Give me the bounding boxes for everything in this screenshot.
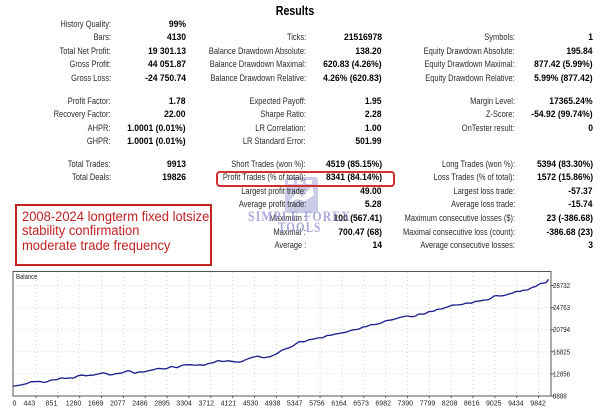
svg-text:28732: 28732	[553, 283, 570, 290]
svg-text:5756: 5756	[309, 401, 325, 408]
svg-text:443: 443	[23, 401, 35, 408]
svg-text:6164: 6164	[331, 401, 347, 408]
svg-text:12856: 12856	[553, 371, 570, 378]
svg-text:1669: 1669	[88, 401, 104, 408]
svg-text:2486: 2486	[132, 401, 148, 408]
svg-text:4530: 4530	[243, 401, 259, 408]
svg-text:8888: 8888	[553, 393, 567, 400]
svg-text:Balance: Balance	[16, 274, 38, 282]
svg-text:7390: 7390	[398, 401, 414, 408]
svg-text:8616: 8616	[464, 401, 480, 408]
svg-text:16825: 16825	[553, 349, 570, 356]
svg-text:4938: 4938	[265, 401, 281, 408]
svg-text:0: 0	[13, 401, 17, 408]
svg-text:9434: 9434	[508, 401, 524, 408]
svg-text:851: 851	[46, 401, 58, 408]
svg-text:6982: 6982	[375, 401, 391, 408]
svg-text:3304: 3304	[176, 401, 192, 408]
svg-text:9842: 9842	[530, 401, 546, 408]
svg-text:9025: 9025	[486, 401, 502, 408]
svg-text:5347: 5347	[287, 401, 303, 408]
svg-text:2077: 2077	[110, 401, 126, 408]
svg-text:8208: 8208	[442, 401, 458, 408]
svg-text:7799: 7799	[420, 401, 436, 408]
svg-text:2895: 2895	[154, 401, 170, 408]
svg-text:4121: 4121	[221, 401, 237, 408]
svg-text:3712: 3712	[199, 401, 215, 408]
svg-text:24763: 24763	[553, 305, 570, 312]
svg-text:1260: 1260	[66, 401, 82, 408]
svg-text:6573: 6573	[353, 401, 369, 408]
svg-text:20794: 20794	[553, 327, 570, 334]
